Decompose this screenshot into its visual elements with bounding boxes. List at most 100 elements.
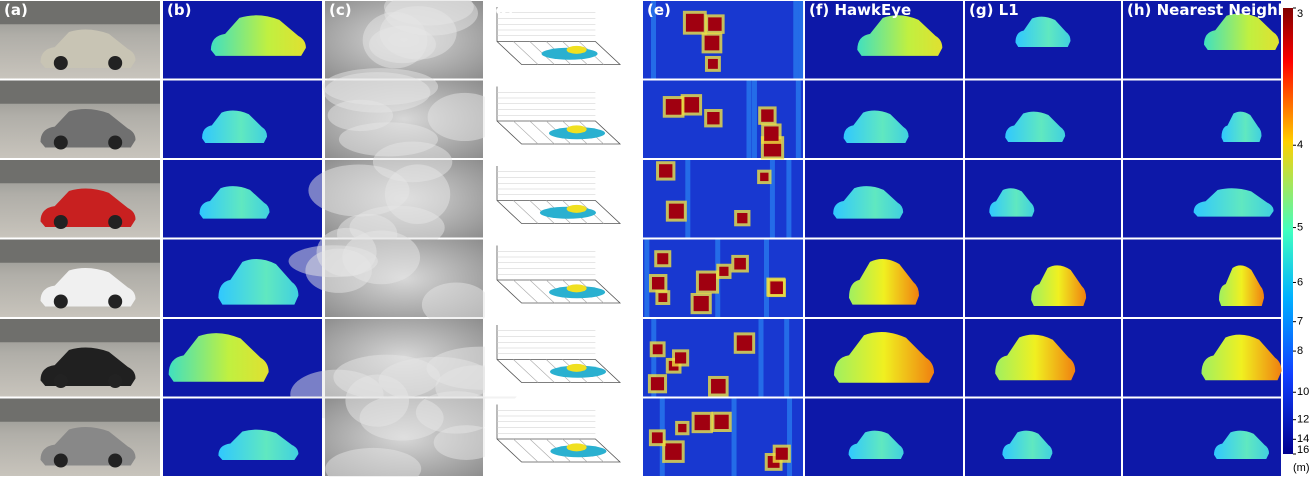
wheel [108,135,123,150]
heat-streak [751,80,757,158]
depth-car [1015,16,1071,47]
point-cloud-peak [566,443,587,452]
grid-line [513,200,539,224]
heat-spot [685,13,704,32]
colorbar-gradient [1283,8,1293,454]
panel-cell [325,0,483,79]
depth-car [1193,188,1274,217]
colorbar-tick-label: 16 [1297,444,1309,456]
smoke-puff [322,68,439,106]
wheel [108,374,123,388]
depth-car [1031,265,1087,306]
heat-spot [770,281,783,295]
wheel [53,135,68,150]
depth-bg [965,398,1121,476]
heat-spot [707,112,720,125]
depth-car [1005,111,1066,142]
heat-spot [668,203,684,219]
heat-spot [665,99,682,115]
heat-spot [658,293,668,302]
panel-cell [965,239,1121,317]
colorbar-tick-label: 4 [1297,139,1303,151]
heat-spot [683,97,700,113]
colorbar-tick-label: 3 [1297,8,1303,20]
smoke-puff [421,282,491,328]
colorbar-tick-label: 5 [1297,221,1303,233]
smoke-puff [427,92,502,142]
heat-streak [685,160,691,238]
grid-line [529,438,555,463]
heat-spot [734,257,746,270]
point-cloud-peak [566,284,587,293]
depth-car [218,258,299,305]
panel-cell [485,160,643,238]
depth-car [833,186,904,219]
panel-cell [805,1,963,79]
heat-spot [760,172,769,182]
panel-cell [485,319,643,397]
heat-spot [651,432,663,444]
depth-car [1219,265,1264,306]
panel-cell [0,239,160,317]
panel-cell [643,160,803,238]
colorbar-tick-label: 8 [1297,345,1303,357]
heat-spot [775,447,788,460]
heat-spot [650,377,665,391]
depth-car [843,110,909,143]
grid-line [529,359,555,383]
ceiling [0,239,160,263]
panel-cell [163,239,322,317]
heat-spot [737,213,748,224]
smoke-puff [345,374,410,427]
panel-label: (d) [489,1,513,19]
depth-car [989,188,1035,217]
heat-spot [659,164,673,178]
panel-cell [805,398,963,476]
grid-line [513,120,539,145]
panel-cell [485,1,643,79]
smoke-puff [433,425,499,460]
colorbar-unit: (m) [1293,462,1310,474]
panel-cell [805,319,963,397]
panel-cell [0,1,160,79]
heat-spot [761,109,774,122]
wheel [53,56,68,70]
depth-bg [1123,80,1281,158]
depth-car [834,332,934,383]
grid-line [529,120,555,145]
heat-streak [644,239,650,317]
point-cloud-peak [566,363,587,372]
smoke-puff [308,164,410,217]
heat-spot [665,443,682,460]
plot-bg [485,239,643,317]
panel-cell [643,319,803,397]
colorbar-tick-label: 7 [1297,316,1303,328]
panel-label: (f) HawkEye [809,1,911,19]
depth-car [1214,430,1269,459]
panel-cell [485,398,643,476]
smoke-puff [325,447,422,477]
panel-label: (b) [167,1,191,19]
panel-cell [805,160,963,238]
plot-bg [485,80,643,158]
grid-line [513,359,539,383]
panel-cell [0,398,160,476]
depth-car [168,333,269,382]
panel-cell [485,80,643,158]
panel-cell [0,160,160,238]
panel-grid [0,0,1282,477]
heat-streak [651,319,657,397]
panel-cell [805,80,963,158]
panel-cell [643,1,804,79]
heat-spot [708,17,722,31]
panel-cell [163,1,322,79]
panel-cell [643,239,803,317]
plot-bg [485,1,643,79]
ceiling [0,319,160,343]
panel-cell [163,80,322,158]
panel-cell [0,80,160,158]
grid-line [513,438,539,463]
panel-label: (e) [647,1,671,19]
